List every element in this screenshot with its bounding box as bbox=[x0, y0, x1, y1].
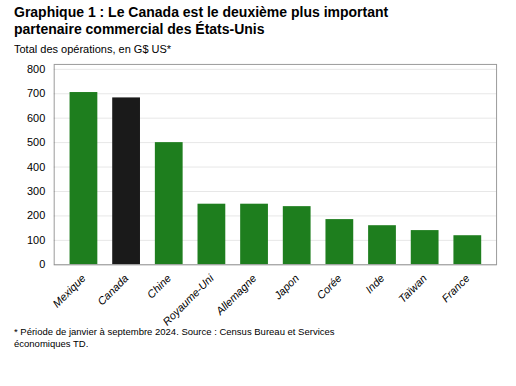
svg-text:100: 100 bbox=[27, 234, 45, 246]
svg-text:500: 500 bbox=[27, 136, 45, 148]
html-text:Total des opérations, en G$ US: Total des opérations, en G$ US* bbox=[14, 43, 172, 55]
svg-text:Chine: Chine bbox=[144, 272, 173, 301]
svg-text:Mexique: Mexique bbox=[50, 272, 88, 310]
svg-text:300: 300 bbox=[27, 185, 45, 197]
svg-text:Allemagne: Allemagne bbox=[213, 272, 259, 318]
svg-text:Canada: Canada bbox=[95, 272, 131, 308]
html-text:économiques TD.: économiques TD. bbox=[14, 337, 89, 349]
svg-text:0: 0 bbox=[39, 258, 45, 270]
html-text:* Période de janvier à septemb: * Période de janvier à septembre 2024. S… bbox=[14, 325, 335, 337]
svg-text:Inde: Inde bbox=[363, 272, 387, 296]
svg-text:700: 700 bbox=[27, 87, 45, 99]
svg-text:400: 400 bbox=[27, 161, 45, 173]
svg-text:France: France bbox=[439, 272, 471, 304]
svg-text:600: 600 bbox=[27, 112, 45, 124]
svg-text:Royaume-Uni: Royaume-Uni bbox=[160, 272, 216, 326]
svg-text:800: 800 bbox=[27, 63, 45, 75]
html-text:partenaire commercial des État: partenaire commercial des États-Unis bbox=[14, 21, 265, 37]
svg-text:200: 200 bbox=[27, 209, 45, 221]
svg-text:Taïwan: Taïwan bbox=[396, 272, 429, 305]
svg-text:Corée: Corée bbox=[314, 272, 343, 301]
html-text:Graphique 1 : Le Canada est le: Graphique 1 : Le Canada est le deuxième … bbox=[14, 4, 389, 20]
svg-text:Japon: Japon bbox=[271, 272, 301, 302]
